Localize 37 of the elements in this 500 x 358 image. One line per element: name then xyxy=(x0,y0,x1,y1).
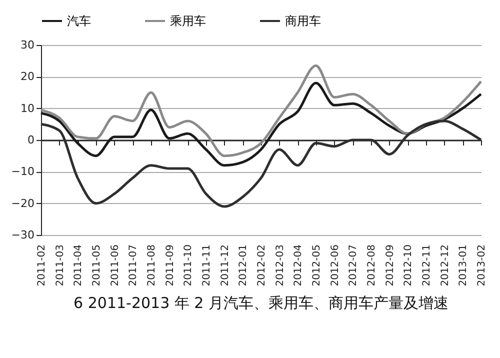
x-tick-label: 2011-10 xyxy=(183,244,194,286)
x-tick-label: 2012-06 xyxy=(330,244,341,286)
x-tick-label: 2011-05 xyxy=(92,244,102,286)
legend-label: 乘用车 xyxy=(170,14,206,28)
x-tick-label: 2012-07 xyxy=(348,244,360,286)
x-tick-label: 2012-11 xyxy=(422,244,432,286)
x-tick-label: 2012-03 xyxy=(274,244,286,286)
x-tick-label: 2011-06 xyxy=(110,244,121,286)
y-tick-label: −20 xyxy=(11,196,34,210)
text: 6 2011-2013 年 2 月汽车、乘用车、商用车产量及增速 xyxy=(74,294,448,312)
x-tick-label: 2011-09 xyxy=(164,244,176,286)
x-tick-label: 2011-02 xyxy=(36,244,48,286)
legend-label: 汽车 xyxy=(67,14,91,28)
x-tick-label: 2011-12 xyxy=(220,244,231,286)
x-tick-label: 2011-04 xyxy=(73,244,84,286)
x-tick-label: 2013-02 xyxy=(476,244,488,286)
x-tick-label: 2011-11 xyxy=(202,244,212,286)
x-tick-label: 2012-04 xyxy=(293,244,304,286)
x-tick-label: 2012-02 xyxy=(256,244,268,286)
legend-label: 商用车 xyxy=(285,14,321,28)
y-tick-label: 30 xyxy=(20,38,34,52)
y-tick-label: 10 xyxy=(20,102,34,115)
x-tick-label: 2012-05 xyxy=(312,244,322,286)
x-tick-label: 2013-01 xyxy=(458,244,470,286)
x-tick-label: 2012-09 xyxy=(384,244,396,286)
y-tick-label: −30 xyxy=(11,228,34,242)
x-tick-label: 2011-08 xyxy=(146,244,158,286)
x-tick-label: 2012-08 xyxy=(366,244,378,286)
x-tick-label: 2012-10 xyxy=(403,244,414,286)
x-tick-label: 2011-07 xyxy=(128,244,140,286)
y-tick-label: 20 xyxy=(20,70,34,84)
y-tick-label: −10 xyxy=(11,165,34,178)
line-series xyxy=(40,64,482,158)
x-tick-label: 2012-01 xyxy=(238,244,250,286)
x-tick-label: 2012-12 xyxy=(440,244,451,286)
y-tick-label: 0 xyxy=(28,134,34,146)
x-tick-label: 2011-03 xyxy=(54,244,66,286)
